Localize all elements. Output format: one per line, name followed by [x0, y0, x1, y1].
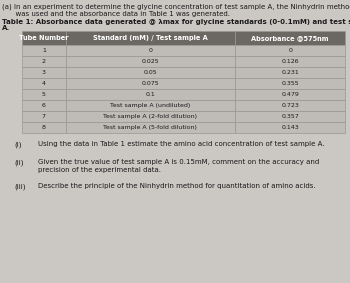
- Text: 0.075: 0.075: [142, 81, 159, 86]
- Bar: [65, 31, 235, 45]
- Text: (iii): (iii): [14, 183, 26, 190]
- Bar: [235, 122, 345, 133]
- Bar: [235, 89, 345, 100]
- Text: Tube Number: Tube Number: [19, 35, 69, 41]
- Text: A.: A.: [2, 25, 10, 31]
- Text: (a) In an experiment to determine the glycine concentration of test sample A, th: (a) In an experiment to determine the gl…: [2, 4, 350, 10]
- Bar: [65, 67, 235, 78]
- Text: 0.357: 0.357: [281, 114, 299, 119]
- Text: 0.025: 0.025: [142, 59, 159, 64]
- Text: Test sample A (2-fold dilution): Test sample A (2-fold dilution): [103, 114, 197, 119]
- Bar: [65, 122, 235, 133]
- Bar: [22, 31, 65, 45]
- Bar: [22, 45, 65, 56]
- Text: 4: 4: [42, 81, 46, 86]
- Text: Test sample A (undiluted): Test sample A (undiluted): [110, 103, 190, 108]
- Text: 8: 8: [42, 125, 46, 130]
- Bar: [22, 122, 65, 133]
- Text: 0.479: 0.479: [281, 92, 299, 97]
- Text: (ii): (ii): [14, 159, 23, 166]
- Text: 2: 2: [42, 59, 46, 64]
- Bar: [235, 100, 345, 111]
- Text: 0.231: 0.231: [281, 70, 299, 75]
- Text: 6: 6: [42, 103, 46, 108]
- Text: 0.126: 0.126: [281, 59, 299, 64]
- Bar: [235, 111, 345, 122]
- Text: 0.143: 0.143: [281, 125, 299, 130]
- Text: 5: 5: [42, 92, 46, 97]
- Bar: [65, 78, 235, 89]
- Text: Standard (mM) / Test sample A: Standard (mM) / Test sample A: [93, 35, 208, 41]
- Bar: [65, 56, 235, 67]
- Text: 0: 0: [288, 48, 292, 53]
- Text: Given the true value of test sample A is 0.15mM, comment on the accuracy and: Given the true value of test sample A is…: [38, 159, 319, 165]
- Bar: [235, 45, 345, 56]
- Bar: [22, 111, 65, 122]
- Bar: [65, 89, 235, 100]
- Bar: [22, 100, 65, 111]
- Bar: [235, 31, 345, 45]
- Text: 0.723: 0.723: [281, 103, 299, 108]
- Bar: [65, 45, 235, 56]
- Bar: [22, 56, 65, 67]
- Text: Using the data in Table 1 estimate the amino acid concentration of test sample A: Using the data in Table 1 estimate the a…: [38, 141, 324, 147]
- Text: 1: 1: [42, 48, 46, 53]
- Text: precision of the experimental data.: precision of the experimental data.: [38, 167, 161, 173]
- Text: 0: 0: [148, 48, 152, 53]
- Text: was used and the absorbance data in Table 1 was generated.: was used and the absorbance data in Tabl…: [2, 11, 230, 17]
- Text: Absorbance @575nm: Absorbance @575nm: [251, 35, 329, 41]
- Bar: [22, 67, 65, 78]
- Bar: [235, 67, 345, 78]
- Text: 7: 7: [42, 114, 46, 119]
- Bar: [65, 100, 235, 111]
- Text: (i): (i): [14, 141, 21, 147]
- Bar: [235, 78, 345, 89]
- Text: 0.05: 0.05: [144, 70, 157, 75]
- Text: 0.1: 0.1: [146, 92, 155, 97]
- Text: 3: 3: [42, 70, 46, 75]
- Text: 0.355: 0.355: [281, 81, 299, 86]
- Bar: [22, 89, 65, 100]
- Bar: [65, 111, 235, 122]
- Text: Test sample A (5-fold dilution): Test sample A (5-fold dilution): [104, 125, 197, 130]
- Bar: [22, 78, 65, 89]
- Text: Table 1: Absorbance data generated @ λmax for glycine standards (0-0.1mM) and te: Table 1: Absorbance data generated @ λma…: [2, 19, 350, 25]
- Text: Describe the principle of the Ninhydrin method for quantitation of amino acids.: Describe the principle of the Ninhydrin …: [38, 183, 316, 189]
- Bar: [235, 56, 345, 67]
